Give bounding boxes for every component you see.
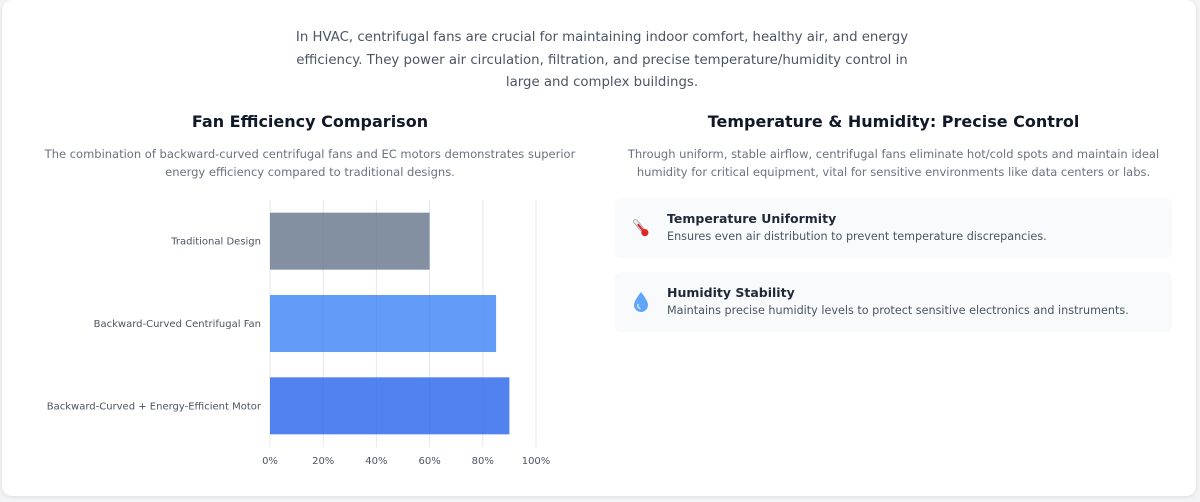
bar[interactable] bbox=[270, 295, 497, 352]
control-description: Through uniform, stable airflow, centrif… bbox=[627, 147, 1160, 179]
feature-title: Temperature Uniformity bbox=[667, 211, 837, 226]
category-label: Traditional Design bbox=[170, 237, 261, 248]
x-tick-label: 40% bbox=[365, 456, 387, 467]
x-tick-label: 20% bbox=[312, 456, 334, 467]
feature-title: Humidity Stability bbox=[667, 285, 795, 300]
efficiency-title: Fan Efficiency Comparison bbox=[191, 112, 429, 131]
water-drop-icon bbox=[634, 292, 648, 312]
thermometer-icon bbox=[633, 219, 649, 237]
category-label: Backward-Curved Centrifugal Fan bbox=[94, 319, 261, 330]
intro-text: In HVAC, centrifugal fans are crucial fo… bbox=[295, 30, 909, 90]
x-tick-label: 80% bbox=[472, 456, 494, 467]
feature-card-humidity: Humidity Stability Maintains precise hum… bbox=[615, 272, 1172, 332]
control-title: Temperature & Humidity: Precise Control bbox=[707, 112, 1080, 131]
x-tick-label: 100% bbox=[522, 456, 551, 467]
feature-description: Ensures even air distribution to prevent… bbox=[667, 230, 1047, 243]
efficiency-bar-chart: 0% 20% 40% 60% 80% 100% Traditional Design Back… bbox=[47, 200, 551, 467]
x-tick-label: 0% bbox=[262, 456, 278, 467]
feature-description: Maintains precise humidity levels to pro… bbox=[667, 304, 1129, 317]
bar[interactable] bbox=[270, 212, 430, 270]
feature-card-temperature: Temperature Uniformity Ensures even air … bbox=[615, 198, 1172, 258]
chart-labels: 0% 20% 40% 60% 80% 100% Traditional Design Back… bbox=[47, 237, 551, 467]
x-tick-label: 60% bbox=[418, 456, 440, 467]
chart-bars bbox=[270, 212, 510, 435]
efficiency-description: The combination of backward-curved centr… bbox=[44, 147, 576, 179]
category-label: Backward-Curved + Energy-Efficient Motor bbox=[47, 401, 262, 412]
bar[interactable] bbox=[270, 377, 510, 435]
